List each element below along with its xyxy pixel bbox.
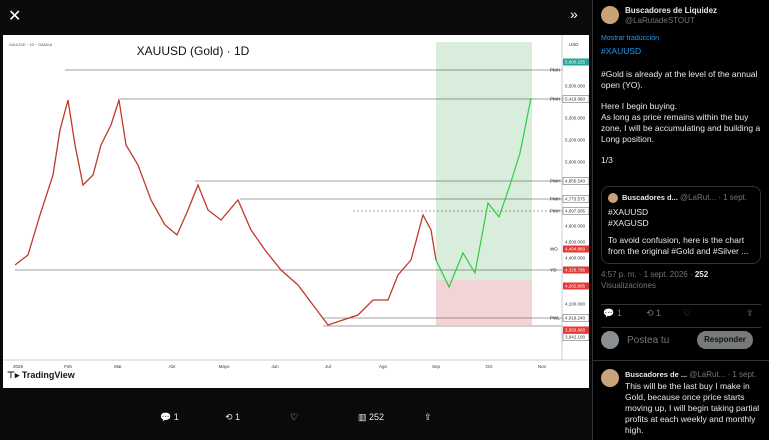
reply-handle: @LaRut... bbox=[689, 370, 726, 379]
level-label: PWH bbox=[550, 209, 561, 214]
level-label: PMH bbox=[550, 97, 560, 102]
quote-handle: @LaRut... bbox=[679, 193, 717, 202]
author[interactable]: Buscadores de Liquidez bbox=[625, 6, 718, 15]
price-label: 4,500.000 bbox=[565, 240, 586, 245]
time-label: Feb bbox=[64, 364, 72, 369]
reply-text: This will be the last buy I make in Gold… bbox=[625, 381, 760, 435]
price-tag bbox=[562, 195, 589, 203]
reply-count[interactable]: 💬 1 bbox=[160, 412, 179, 422]
view-count: 252 bbox=[694, 270, 709, 279]
view-count: ▥ 252 bbox=[358, 412, 385, 422]
price-label: 4,262.805 bbox=[565, 284, 586, 289]
price-tag bbox=[562, 95, 589, 103]
quote-date: · 1 sept. bbox=[718, 193, 748, 202]
views-label: Visualizaciones bbox=[601, 281, 656, 290]
price-tag bbox=[563, 326, 589, 334]
close-button[interactable]: ✕ bbox=[8, 8, 22, 25]
paragraph: #Gold is already at the level of the ann… bbox=[601, 69, 758, 90]
share-button[interactable]: ⇪ bbox=[424, 412, 432, 422]
quote-line: #XAUUSD bbox=[608, 207, 649, 217]
price-tag bbox=[562, 333, 589, 341]
level-label: PWH bbox=[550, 179, 561, 184]
price-label: 5,419.860 bbox=[565, 97, 586, 102]
level-label: PWL bbox=[550, 316, 560, 321]
price-tag bbox=[563, 58, 589, 66]
time-label: Jul bbox=[325, 364, 331, 369]
time-label: Abr bbox=[168, 364, 176, 369]
paragraph: Here I begin buying. As long as price re… bbox=[601, 101, 761, 144]
price-tag bbox=[562, 177, 589, 185]
time-label: Nov bbox=[538, 364, 547, 369]
level-label: PMH bbox=[550, 68, 560, 73]
price-tag bbox=[563, 266, 589, 274]
time-label: Sep bbox=[432, 364, 441, 369]
time-label: Ago bbox=[379, 364, 388, 369]
quote-author: Buscadores d... bbox=[622, 193, 678, 202]
price-label: 4,400.000 bbox=[565, 256, 586, 261]
reply-button[interactable]: Responder bbox=[697, 331, 753, 349]
price-tag bbox=[562, 314, 589, 322]
handle[interactable]: @LaRutadeSTOUT bbox=[625, 16, 695, 25]
price-label: 5,200.000 bbox=[565, 138, 586, 143]
symbol-line: XAUUSD · 1D · OANDA bbox=[9, 42, 52, 47]
currency: USD bbox=[569, 42, 579, 47]
time-label: Mayo bbox=[218, 364, 230, 369]
price-label: 3,942.100 bbox=[565, 335, 586, 340]
level-label: YO bbox=[550, 268, 557, 273]
reply-count[interactable]: 💬 1 bbox=[603, 308, 622, 318]
translate-link[interactable]: Mostrar traducción bbox=[601, 35, 659, 42]
time-label: Jun bbox=[271, 364, 279, 369]
repost-count[interactable]: ⟲ 1 bbox=[646, 308, 662, 318]
price-label: 4,100.000 bbox=[565, 302, 586, 307]
reply-input[interactable]: Postea tu bbox=[627, 335, 670, 346]
time-label: 2026 bbox=[13, 364, 24, 369]
avatar[interactable] bbox=[601, 6, 619, 24]
price-tag bbox=[562, 207, 589, 215]
level-label: WO bbox=[550, 247, 558, 252]
quote-avatar bbox=[608, 193, 618, 203]
post-panel: Buscadores de Liquidez @LaRutadeSTOUT Mo… bbox=[592, 0, 769, 440]
collapse-button[interactable]: » bbox=[570, 6, 578, 22]
price-label: 5,000.000 bbox=[565, 160, 586, 165]
price-label: 4,697.505 bbox=[565, 209, 586, 214]
share-button[interactable]: ⇪ bbox=[746, 308, 754, 318]
price-label: 4,328.785 bbox=[565, 268, 586, 273]
reply-author[interactable]: Buscadores de ... bbox=[625, 370, 688, 379]
quote-card[interactable]: Buscadores d... @LaRut... · 1 sept. #XAU… bbox=[601, 186, 761, 264]
quote-line: To avoid confusion, here is the chart fr… bbox=[608, 235, 749, 256]
reply-date: · 1 sept. bbox=[727, 370, 757, 379]
price-tag bbox=[563, 245, 589, 253]
repost-count[interactable]: ⟲ 1 bbox=[225, 412, 241, 422]
price-tag bbox=[563, 282, 589, 290]
quote-line: #XAGUSD bbox=[608, 218, 649, 228]
price-label: 4,019.240 bbox=[565, 316, 586, 321]
chart: XAUUSD · 1D · OANDA XAUUSD (Gold) · 1D U… bbox=[3, 35, 589, 388]
like-button[interactable]: ♡ bbox=[683, 308, 692, 318]
post-body: #Gold is already at the level of the ann… bbox=[601, 69, 761, 166]
price-label: 3,959.800 bbox=[565, 328, 586, 333]
time-label: Oct bbox=[485, 364, 493, 369]
time-label: Mar bbox=[114, 364, 122, 369]
price-label: 4,855.540 bbox=[565, 179, 586, 184]
level-label: PWH bbox=[550, 197, 561, 202]
my-avatar bbox=[601, 331, 619, 349]
price-label: 5,300.000 bbox=[565, 116, 586, 121]
brand: ⊤▸ TradingView bbox=[7, 370, 76, 380]
paragraph: 1/3 bbox=[601, 155, 613, 165]
price-label: 5,600.225 bbox=[565, 60, 586, 65]
price-label: 5,500.000 bbox=[565, 84, 586, 89]
price-label: 4,600.000 bbox=[565, 224, 586, 229]
like-button[interactable]: ♡ bbox=[290, 412, 299, 422]
price-label: 4,773.575 bbox=[565, 197, 586, 202]
reply-avatar[interactable] bbox=[601, 369, 619, 387]
price-label: 4,404.890 bbox=[565, 247, 586, 252]
post-meta: 4:57 p. m. · 1 sept. 2026 · bbox=[601, 270, 693, 279]
hashtag[interactable]: #XAUUSD bbox=[601, 46, 642, 56]
chart-title: XAUUSD (Gold) · 1D bbox=[137, 44, 250, 58]
